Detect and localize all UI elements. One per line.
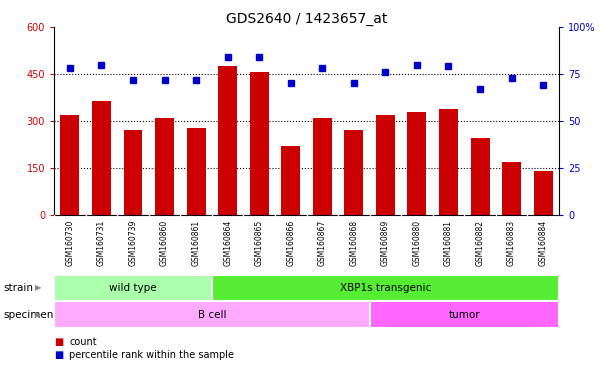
- Text: GSM160884: GSM160884: [538, 220, 548, 266]
- Bar: [186, 128, 206, 215]
- Text: GSM160880: GSM160880: [412, 220, 421, 266]
- Text: GSM160730: GSM160730: [66, 220, 75, 266]
- Text: GSM160883: GSM160883: [507, 220, 516, 266]
- Bar: [212, 275, 559, 301]
- Bar: [54, 275, 212, 301]
- Text: B cell: B cell: [198, 310, 226, 320]
- Text: GSM160867: GSM160867: [318, 220, 327, 266]
- Text: XBP1s transgenic: XBP1s transgenic: [340, 283, 431, 293]
- Text: ■: ■: [54, 337, 63, 347]
- Text: count: count: [69, 337, 97, 347]
- Bar: [218, 66, 237, 215]
- Bar: [439, 109, 458, 215]
- Text: percentile rank within the sample: percentile rank within the sample: [69, 350, 234, 360]
- Bar: [281, 146, 300, 215]
- Bar: [124, 131, 142, 215]
- Bar: [370, 301, 559, 328]
- Text: GSM160866: GSM160866: [286, 220, 295, 266]
- Text: GSM160861: GSM160861: [192, 220, 201, 266]
- Text: GSM160865: GSM160865: [255, 220, 264, 266]
- Bar: [344, 130, 363, 215]
- Title: GDS2640 / 1423657_at: GDS2640 / 1423657_at: [226, 12, 387, 26]
- Bar: [407, 112, 427, 215]
- Text: strain: strain: [3, 283, 33, 293]
- Text: ▶: ▶: [35, 310, 41, 319]
- Text: GSM160869: GSM160869: [381, 220, 390, 266]
- Bar: [313, 118, 332, 215]
- Bar: [376, 115, 395, 215]
- Text: ■: ■: [54, 350, 63, 360]
- Bar: [471, 138, 489, 215]
- Bar: [534, 170, 553, 215]
- Text: GSM160864: GSM160864: [223, 220, 232, 266]
- Bar: [502, 162, 521, 215]
- Text: specimen: specimen: [3, 310, 53, 320]
- Bar: [54, 301, 370, 328]
- Bar: [155, 118, 174, 215]
- Bar: [92, 101, 111, 215]
- Bar: [250, 72, 269, 215]
- Bar: [60, 115, 79, 215]
- Text: GSM160868: GSM160868: [349, 220, 358, 266]
- Text: tumor: tumor: [448, 310, 480, 320]
- Text: GSM160860: GSM160860: [160, 220, 169, 266]
- Text: wild type: wild type: [109, 283, 157, 293]
- Text: GSM160881: GSM160881: [444, 220, 453, 266]
- Text: GSM160731: GSM160731: [97, 220, 106, 266]
- Text: GSM160739: GSM160739: [129, 220, 138, 266]
- Text: ▶: ▶: [35, 283, 41, 293]
- Text: GSM160882: GSM160882: [475, 220, 484, 266]
